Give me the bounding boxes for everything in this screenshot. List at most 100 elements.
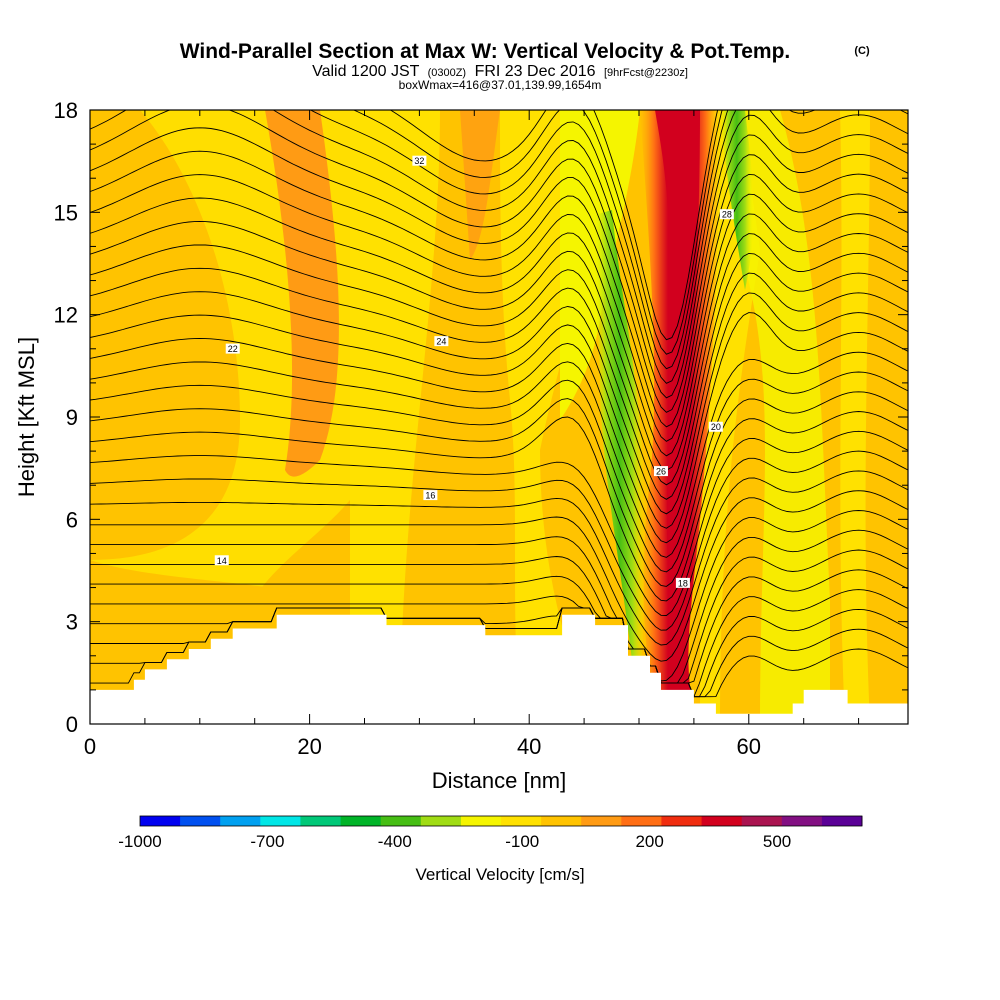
theta-contour-line — [90, 470, 908, 646]
colorbar-swatch — [180, 816, 221, 826]
colorbar-frame — [139, 815, 863, 827]
contour-label-bg — [423, 490, 438, 501]
colorbar-tick-label: 500 — [763, 832, 791, 851]
contour-label-bg — [719, 209, 734, 220]
theta-contour-line — [90, 411, 908, 602]
colorbar-swatch — [701, 816, 743, 826]
theta-contour-line — [90, 312, 908, 544]
theta-contour-line — [90, 589, 908, 698]
valid-date: FRI 23 Dec 2016 — [475, 63, 596, 80]
y-tick-label: 9 — [66, 405, 78, 430]
theta-contour-line — [90, 430, 908, 616]
valid-utc: (0300Z) — [428, 67, 467, 79]
colorbar-swatch — [260, 816, 301, 826]
colorbar-tick-label: -100 — [505, 832, 539, 851]
contour-label: 32 — [414, 156, 424, 166]
downdraft-main — [593, 210, 646, 660]
theta-contour-line — [90, 110, 908, 399]
theta-contour-line — [90, 391, 908, 587]
theta-contour-line — [389, 110, 719, 341]
updraft-core — [655, 110, 700, 593]
velocity-field — [90, 110, 908, 724]
theta-contour-line — [90, 490, 908, 662]
theta-contour-line — [352, 110, 723, 355]
velocity-band-orange-1 — [265, 110, 339, 477]
contour-label-bg — [412, 155, 427, 166]
theta-contour-line — [90, 252, 908, 500]
theta-contour-line — [309, 110, 908, 370]
colorbar-label: Vertical Velocity [cm/s] — [415, 865, 584, 884]
contour-label: 24 — [436, 337, 446, 347]
contour-label: 14 — [217, 556, 227, 566]
colorbar-tick-label: -700 — [250, 832, 284, 851]
theta-contour-line — [90, 127, 908, 413]
theta-contour-line — [90, 193, 908, 457]
velocity-band-yellow-6 — [740, 110, 830, 724]
theta-contour-line — [90, 549, 908, 684]
colorbar-swatch — [621, 816, 662, 826]
theta-contour-line — [90, 292, 908, 529]
theta-contour-line — [90, 173, 908, 442]
contour-label-bg — [434, 336, 449, 347]
contour-label-bg — [653, 466, 668, 477]
contour-label-bg — [225, 343, 240, 354]
colorbar-swatch — [661, 816, 702, 826]
chart-header: Wind-Parallel Section at Max W: Vertical… — [180, 40, 870, 92]
downdraft-upper — [720, 110, 754, 290]
contour-label: 26 — [656, 467, 666, 477]
colorbar-swatch — [501, 816, 542, 826]
colorbar: -1000 -700 -400 -100 200 500 — [118, 815, 863, 851]
theta-contour-line — [90, 569, 908, 684]
axes: 0 20 40 60 0 3 6 9 12 15 18 — [54, 98, 908, 759]
y-tick-label: 3 — [66, 610, 78, 635]
valid-prefix: Valid 1200 JST — [312, 63, 420, 80]
x-axis-label: Distance [nm] — [432, 768, 567, 793]
colorbar-tick-label: -400 — [378, 832, 412, 851]
velocity-band-yellow-1 — [90, 110, 350, 724]
contour-label: 28 — [722, 210, 732, 220]
theta-contour-line — [90, 450, 908, 631]
colorbar-swatch — [340, 816, 382, 826]
velocity-band-yellow-2 — [350, 110, 440, 724]
y-tick-label: 0 — [66, 712, 78, 737]
terrain-mask — [90, 614, 908, 724]
chart-title: Wind-Parallel Section at Max W: Vertical… — [180, 40, 791, 63]
theta-contour-line — [90, 351, 908, 558]
theta-contour-line — [90, 272, 908, 515]
colorbar-swatch — [581, 816, 622, 826]
colorbar-swatch — [220, 816, 261, 826]
contour-label: 16 — [425, 491, 435, 501]
contour-label: 18 — [678, 578, 688, 588]
y-tick-label: 15 — [54, 200, 78, 225]
x-tick-label: 0 — [84, 734, 96, 759]
contour-label: 20 — [711, 422, 721, 432]
forecast-info: [9hrFcst@2230z] — [604, 67, 688, 79]
x-tick-label: 20 — [297, 734, 321, 759]
contour-label-bg — [675, 577, 690, 588]
colorbar-swatch — [741, 816, 783, 826]
theta-contour-line — [90, 150, 908, 428]
colorbar-swatch — [420, 816, 462, 826]
colorbar-swatch — [140, 816, 181, 826]
y-tick-label: 12 — [54, 303, 78, 328]
colorbar-swatch — [541, 816, 582, 826]
copyright-mark: (C) — [854, 45, 870, 57]
theta-contour-line — [90, 233, 908, 486]
colorbar-tick-label: 200 — [635, 832, 663, 851]
x-tick-label: 40 — [517, 734, 541, 759]
y-tick-label: 18 — [54, 98, 78, 123]
colorbar-tick-label: -1000 — [118, 832, 161, 851]
theta-contour-line — [90, 110, 908, 384]
contour-label: 22 — [228, 344, 238, 354]
theta-contour-line — [90, 510, 908, 682]
theta-contour-line — [90, 213, 908, 471]
contour-label-bg — [708, 421, 723, 432]
colorbar-swatch — [460, 816, 502, 826]
velocity-band-orange-2 — [460, 110, 500, 260]
box-info: boxWmax=416@37.01,139.99,1654m — [399, 78, 602, 92]
theta-contour-line — [90, 371, 908, 573]
colorbar-swatch — [821, 816, 863, 826]
theta-contours: 14 16 18 20 22 24 26 28 32 — [90, 110, 908, 698]
velocity-band-yellow-7 — [840, 110, 870, 724]
colorbar-swatch — [781, 816, 823, 826]
